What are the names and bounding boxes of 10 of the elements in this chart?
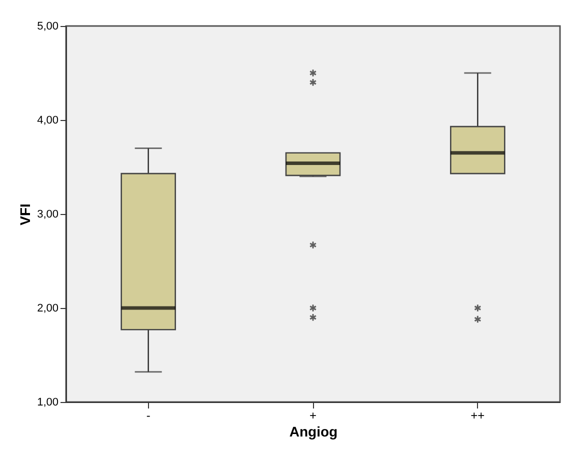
y-tick-label: 4,00: [37, 114, 58, 126]
x-tick-label: ++: [470, 408, 485, 422]
x-tick-label: +: [309, 408, 317, 422]
y-tick-label: 3,00: [37, 208, 58, 220]
y-tick-label: 2,00: [37, 302, 58, 314]
x-tick-label: -: [146, 408, 150, 422]
y-axis-title: VFI: [17, 204, 34, 226]
x-axis-title: Angiog: [289, 424, 338, 440]
y-tick-label: 1,00: [37, 396, 58, 408]
y-tick-label: 5,00: [37, 20, 58, 32]
